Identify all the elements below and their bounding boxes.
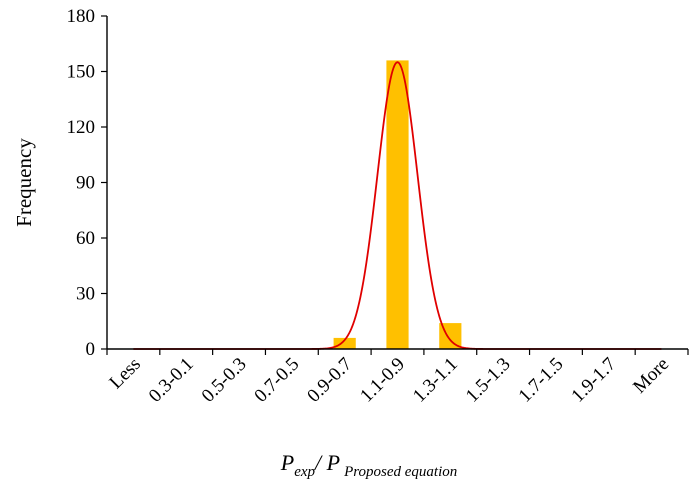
x-tick-label-More: More [629,354,673,398]
y-tick-label: 180 [67,6,96,27]
x-tick-label-1.1-0.9: 1.1-0.9 [356,354,409,407]
y-ticks-group: 0 30 60 90 120 150 180 [67,6,107,360]
y-axis-label: Frequency [12,138,36,227]
x-tick-label-1.9-1.7: 1.9-1.7 [567,354,620,407]
y-tick-label: 90 [76,173,95,194]
x-tick-label-Less: Less [105,354,144,393]
x-tick-label-0.3-0.1: 0.3-0.1 [145,354,198,407]
y-tick-label: 120 [67,117,96,138]
x-axis-label-main: P [280,450,294,475]
x-tick-label-0.5-0.3: 0.5-0.3 [198,354,251,407]
x-axis-label-sub-proposed: Proposed equation [343,464,457,480]
y-tick-label: 150 [67,62,96,83]
y-tick-label: 30 [76,284,95,305]
x-axis-label: Pexp/ P Proposed equation [280,450,458,480]
x-tick-label-1.5-1.3: 1.5-1.3 [462,354,515,407]
x-tick-label-0.7-0.5: 0.7-0.5 [250,354,303,407]
x-tick-label-1.3-1.1: 1.3-1.1 [409,354,462,407]
x-axis-label-sub-exp: exp [294,464,315,480]
y-tick-label: 60 [76,228,95,249]
bars-group [333,60,462,350]
bar-0.9-0.7 [333,337,356,349]
y-tick-label: 0 [86,339,96,360]
x-axis-label-separator: / P [313,450,340,475]
bar-1.1-0.9 [386,60,409,350]
x-ticks-group: Less 0.3-0.1 0.5-0.3 0.7-0.5 0.9-0.7 1.1-0.9 1… [105,349,689,407]
x-tick-label-0.9-0.7: 0.9-0.7 [303,354,356,407]
x-tick-label-1.7-1.5: 1.7-1.5 [515,354,568,407]
